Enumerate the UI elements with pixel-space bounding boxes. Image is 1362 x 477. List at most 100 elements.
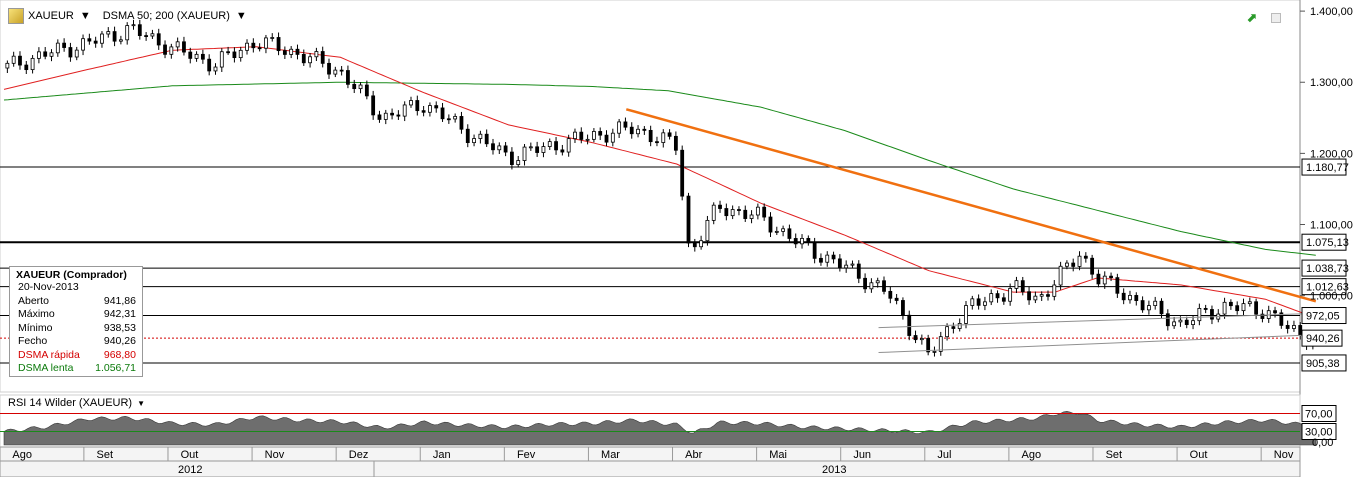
candle xyxy=(1266,305,1271,323)
candle xyxy=(308,53,312,68)
candle xyxy=(743,205,748,222)
candle-body xyxy=(333,69,338,75)
candle xyxy=(661,129,666,148)
candle-body xyxy=(812,242,817,259)
candle xyxy=(800,234,804,249)
candle-body xyxy=(516,160,521,165)
candle xyxy=(156,28,161,50)
trend-arrow-icon[interactable]: ⬈ xyxy=(1246,10,1257,25)
level-label: 905,38 xyxy=(1301,354,1347,372)
maximize-icon[interactable] xyxy=(1270,13,1281,23)
candle-body xyxy=(560,149,565,153)
candle xyxy=(49,49,54,62)
candle xyxy=(491,138,495,155)
candle-body xyxy=(364,84,369,97)
candle xyxy=(762,203,767,221)
candle xyxy=(718,200,722,213)
candle xyxy=(995,290,1000,303)
rsi-level-text: 30,00 xyxy=(1305,427,1333,439)
candle xyxy=(610,128,615,147)
candle xyxy=(465,124,470,148)
candle-body xyxy=(629,126,634,135)
candle xyxy=(137,19,142,40)
candle-body xyxy=(434,105,439,109)
candle xyxy=(1172,316,1177,329)
candle xyxy=(1065,260,1069,270)
level-label-text: 1.012,63 xyxy=(1306,282,1349,294)
candle xyxy=(112,26,117,47)
candle xyxy=(869,278,874,293)
candle-body xyxy=(661,132,666,143)
candle xyxy=(390,108,394,120)
candle-body xyxy=(1027,291,1031,301)
candle-body xyxy=(686,195,691,244)
rsi-level-box xyxy=(1301,423,1337,440)
pencil-icon[interactable] xyxy=(8,8,24,24)
rsi-label[interactable]: RSI 14 Wilder (XAUEUR) xyxy=(8,397,133,409)
candle xyxy=(43,46,48,60)
candle-body xyxy=(415,100,420,112)
y-tick-label: 1.100,00 xyxy=(1310,220,1353,232)
indicator-label[interactable]: DSMA 50; 200 (XAUEUR) xyxy=(102,10,230,22)
candle-body xyxy=(692,242,697,248)
candle xyxy=(844,260,849,273)
rsi-level-label: 30,00 xyxy=(1301,423,1337,440)
candle-body xyxy=(1134,295,1139,301)
candle xyxy=(560,144,565,156)
candle xyxy=(825,251,830,267)
chevron-down-icon[interactable]: ▼ xyxy=(235,10,247,22)
candle-body xyxy=(478,133,483,139)
month-label: Out xyxy=(181,449,199,461)
level-label: 1.180,77 xyxy=(1301,158,1349,176)
candle-body xyxy=(30,57,35,71)
candle xyxy=(528,142,533,151)
candle-body xyxy=(163,44,167,55)
chevron-down-icon[interactable]: ▼ xyxy=(137,399,146,408)
candle xyxy=(81,34,85,56)
chevron-down-icon[interactable]: ▼ xyxy=(79,10,91,22)
candle-body xyxy=(882,280,886,292)
symbol-label[interactable]: XAUEUR xyxy=(28,10,74,22)
candle-body xyxy=(175,41,180,48)
candle xyxy=(1153,296,1158,310)
candle-body xyxy=(730,209,735,217)
candle xyxy=(617,118,622,138)
candle xyxy=(503,142,508,157)
slow-ma-line xyxy=(3,81,1316,256)
candle-body xyxy=(396,114,401,117)
candle-body xyxy=(1090,257,1095,275)
candle xyxy=(882,276,886,295)
candle xyxy=(1128,290,1132,304)
candle-body xyxy=(819,257,823,263)
candle-body xyxy=(737,209,741,211)
candle xyxy=(642,126,647,135)
candle xyxy=(913,330,918,344)
month-label: Abr xyxy=(685,449,702,461)
candle-body xyxy=(825,254,830,263)
candle xyxy=(371,90,376,120)
candle xyxy=(522,144,527,166)
candle-body xyxy=(188,51,193,59)
y-tick-label: 1.000,00 xyxy=(1310,291,1353,303)
candle xyxy=(907,310,912,341)
candle xyxy=(730,205,735,220)
candle-body xyxy=(219,51,224,68)
candle-body xyxy=(718,204,722,209)
candle xyxy=(1046,290,1050,301)
candle-body xyxy=(371,95,376,116)
candle xyxy=(629,122,634,139)
candle-body xyxy=(762,206,767,218)
candle-body xyxy=(1247,301,1252,305)
candle xyxy=(1071,258,1076,272)
candle xyxy=(964,301,968,329)
candle xyxy=(1228,299,1233,310)
candle xyxy=(863,273,867,294)
candle xyxy=(837,254,842,272)
candle-body xyxy=(623,121,628,128)
candle xyxy=(1001,293,1006,305)
candle-body xyxy=(793,238,798,245)
candle-body xyxy=(642,128,647,131)
candle xyxy=(1222,297,1227,319)
candle-body xyxy=(680,149,685,197)
candle xyxy=(768,212,773,238)
